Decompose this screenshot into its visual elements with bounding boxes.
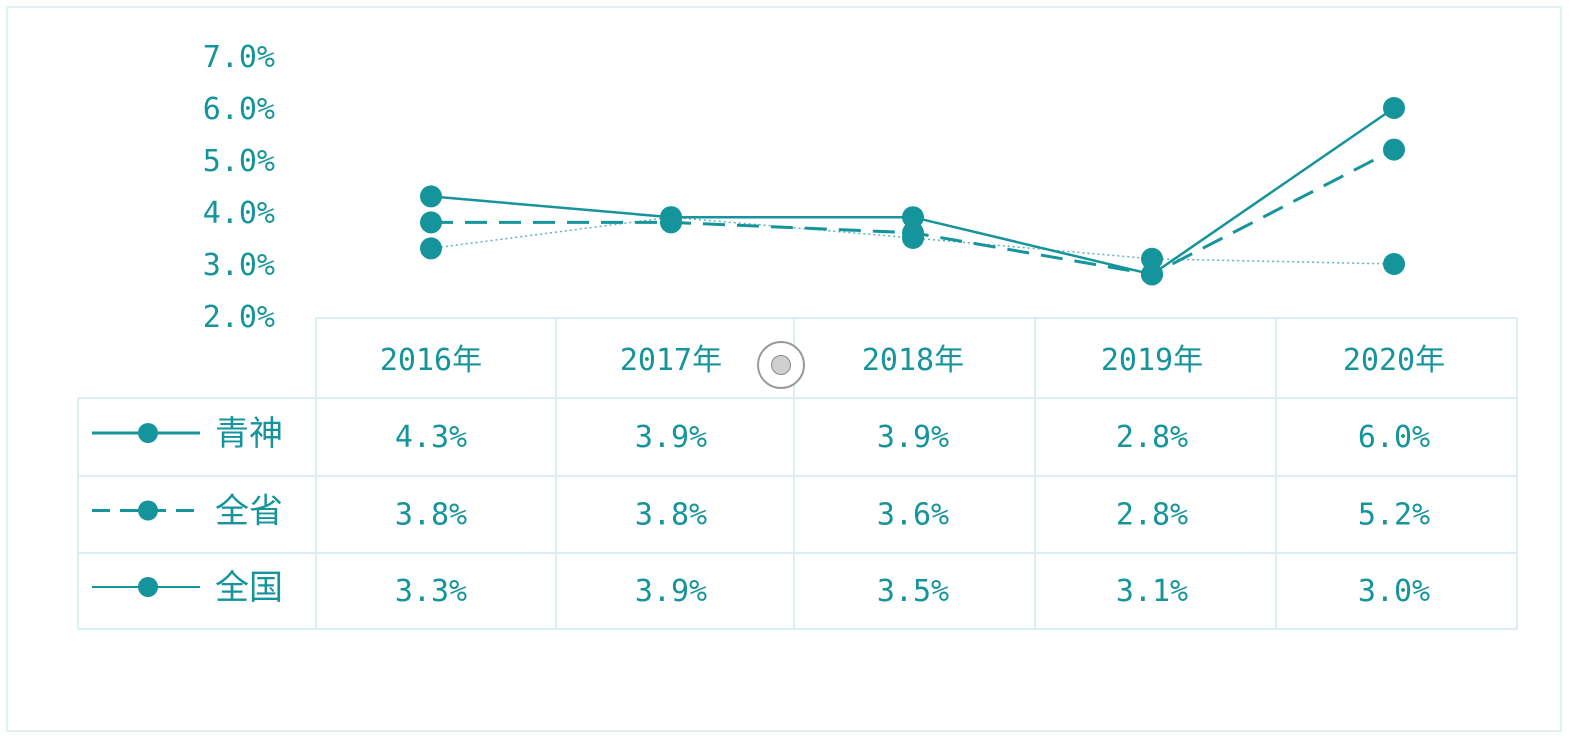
data-label: 6.0% [1358, 420, 1430, 455]
series-line-3 [430, 216, 1395, 265]
series-line-1 [430, 106, 1395, 276]
legend-marker [138, 500, 158, 521]
data-label: 3.9% [877, 420, 949, 455]
y-tick-label: 5.0% [203, 144, 275, 179]
x-category-label: 2018年 [862, 343, 964, 378]
data-point-marker [902, 227, 924, 249]
data-label: 3.9% [635, 420, 707, 455]
data-point-marker [1141, 263, 1163, 286]
legend-label: 青神 [215, 414, 283, 454]
data-point-marker [1383, 97, 1405, 119]
data-label: 3.6% [877, 498, 949, 533]
cursor-dot [771, 355, 791, 375]
data-point-marker [660, 206, 682, 229]
x-category-label: 2020年 [1343, 343, 1445, 378]
data-point-marker [420, 237, 442, 260]
data-label: 3.1% [1116, 574, 1188, 609]
data-point-marker [420, 185, 442, 208]
data-point-marker [902, 206, 924, 229]
data-label: 2.8% [1116, 498, 1188, 533]
cursor-indicator [757, 341, 805, 389]
legend-marker [138, 423, 158, 443]
y-tick-label: 4.0% [203, 196, 275, 231]
data-label: 5.2% [1358, 498, 1430, 533]
y-tick-label: 6.0% [203, 92, 275, 127]
data-point-marker [1383, 253, 1405, 275]
x-category-label: 2017年 [620, 343, 722, 378]
data-label: 3.8% [635, 498, 707, 533]
y-tick-label: 3.0% [203, 248, 275, 283]
data-label: 3.8% [395, 498, 467, 533]
data-label: 2.8% [1116, 420, 1188, 455]
x-category-label: 2019年 [1101, 343, 1203, 378]
data-label: 4.3% [395, 420, 467, 455]
legend-label: 全国 [215, 568, 283, 608]
legend-marker [138, 577, 158, 597]
data-point-marker [420, 211, 442, 234]
data-point-marker [1383, 138, 1405, 161]
y-tick-label: 2.0% [203, 300, 275, 335]
x-category-label: 2016年 [380, 343, 482, 378]
legend-label: 全省 [215, 492, 283, 532]
data-label: 3.3% [395, 574, 467, 609]
data-label: 3.5% [877, 574, 949, 609]
data-point-marker [1141, 247, 1163, 270]
data-label: 3.9% [635, 574, 707, 609]
data-label: 3.0% [1358, 574, 1430, 609]
y-tick-label: 7.0% [203, 40, 275, 75]
